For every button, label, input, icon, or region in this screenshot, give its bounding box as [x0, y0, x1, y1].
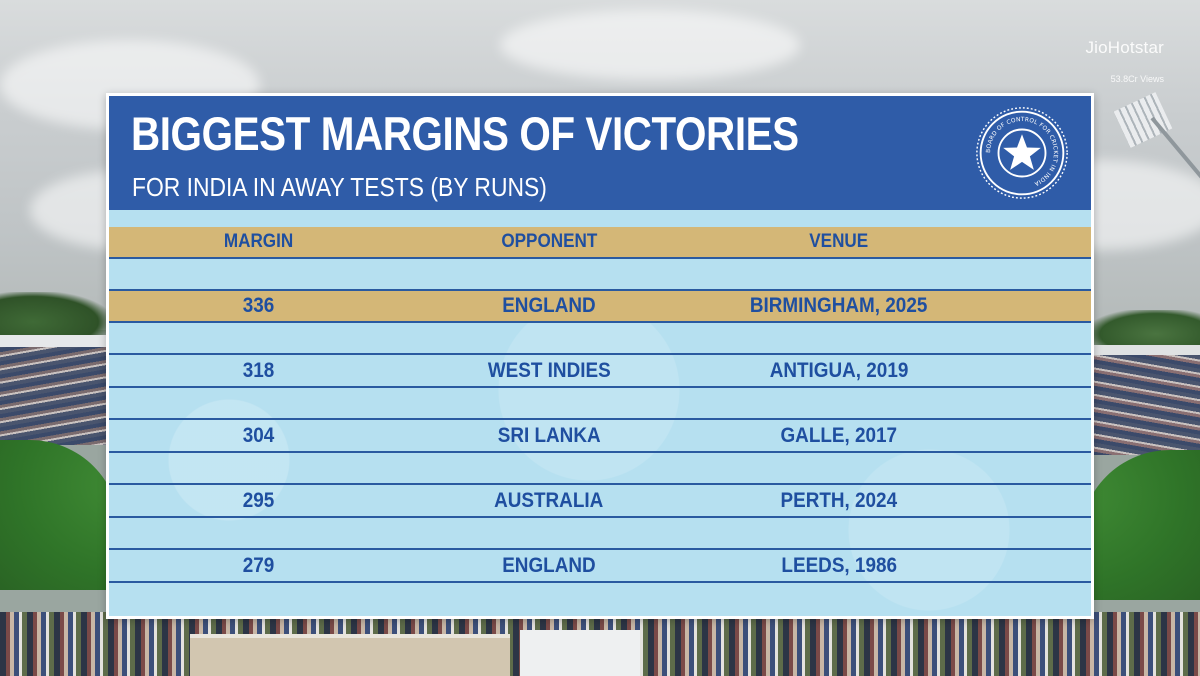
stand-stairs — [520, 630, 640, 676]
margin-cell: 295 — [243, 489, 275, 512]
opponent-cell: AUSTRALIA — [494, 489, 604, 512]
outfield-grass — [1080, 450, 1200, 600]
margin-cell: 279 — [243, 554, 275, 577]
table-row: 295 AUSTRALIA PERTH, 2024 — [109, 485, 1091, 517]
venue-cell: BIRMINGHAM, 2025 — [750, 294, 928, 317]
divider — [109, 451, 1091, 453]
cloud — [500, 10, 800, 80]
opponent-cell: WEST INDIES — [487, 359, 611, 382]
divider — [109, 257, 1091, 259]
venue-cell: PERTH, 2024 — [780, 489, 898, 512]
trees — [1090, 310, 1200, 350]
margin-cell: 336 — [243, 294, 275, 317]
venue-cell: LEEDS, 1986 — [781, 554, 897, 577]
divider — [109, 483, 1091, 485]
divider — [109, 548, 1091, 550]
stand-roof — [1090, 345, 1200, 355]
divider — [109, 516, 1091, 518]
divider — [109, 386, 1091, 388]
opponent-cell: ENGLAND — [502, 294, 596, 317]
divider — [109, 418, 1091, 420]
graphic-subtitle: FOR INDIA IN AWAY TESTS (BY RUNS) — [132, 172, 547, 202]
stand-left — [0, 335, 110, 445]
column-header-venue: VENUE — [809, 231, 869, 252]
margin-cell: 318 — [243, 359, 275, 382]
crowd — [0, 612, 1200, 676]
graphic-title: BIGGEST MARGINS OF VICTORIES — [131, 107, 799, 160]
table-row: 304 SRI LANKA GALLE, 2017 — [109, 420, 1091, 452]
broadcaster-logo: JioHotstar — [1085, 38, 1164, 57]
trees — [0, 292, 110, 342]
outfield-grass — [0, 440, 120, 590]
margin-cell: 304 — [243, 424, 275, 447]
divider — [109, 289, 1091, 291]
table-header-row: MARGIN OPPONENT VENUE — [109, 226, 1091, 258]
column-header-opponent: OPPONENT — [501, 231, 597, 252]
highlight-band — [109, 291, 1091, 321]
table-row: 279 ENGLAND LEEDS, 1986 — [109, 550, 1091, 582]
bcci-crest-icon: BOARD OF CONTROL FOR CRICKET IN INDIA — [976, 107, 1068, 199]
stats-graphic-body: BIGGEST MARGINS OF VICTORIES FOR INDIA I… — [109, 96, 1091, 616]
venue-cell: GALLE, 2017 — [780, 424, 898, 447]
opponent-cell: SRI LANKA — [497, 424, 601, 447]
table-row: 336 ENGLAND BIRMINGHAM, 2025 — [109, 290, 1091, 322]
column-header-margin: MARGIN — [224, 231, 294, 252]
stand-roof — [0, 335, 110, 347]
divider — [109, 353, 1091, 355]
column-header-band — [109, 227, 1091, 257]
divider — [109, 321, 1091, 323]
view-count: 53.8Cr Views — [1110, 74, 1164, 84]
table-row: 318 WEST INDIES ANTIGUA, 2019 — [109, 355, 1091, 387]
graphic-header: BIGGEST MARGINS OF VICTORIES FOR INDIA I… — [109, 96, 1091, 210]
divider — [109, 581, 1091, 583]
opponent-cell: ENGLAND — [502, 554, 596, 577]
venue-cell: ANTIGUA, 2019 — [769, 359, 909, 382]
pitch-cover — [190, 634, 510, 676]
broadcaster-watermark: JioHotstar 53.8Cr Views — [1085, 38, 1164, 84]
stand-right — [1090, 345, 1200, 455]
stats-graphic: BIGGEST MARGINS OF VICTORIES FOR INDIA I… — [106, 93, 1094, 619]
